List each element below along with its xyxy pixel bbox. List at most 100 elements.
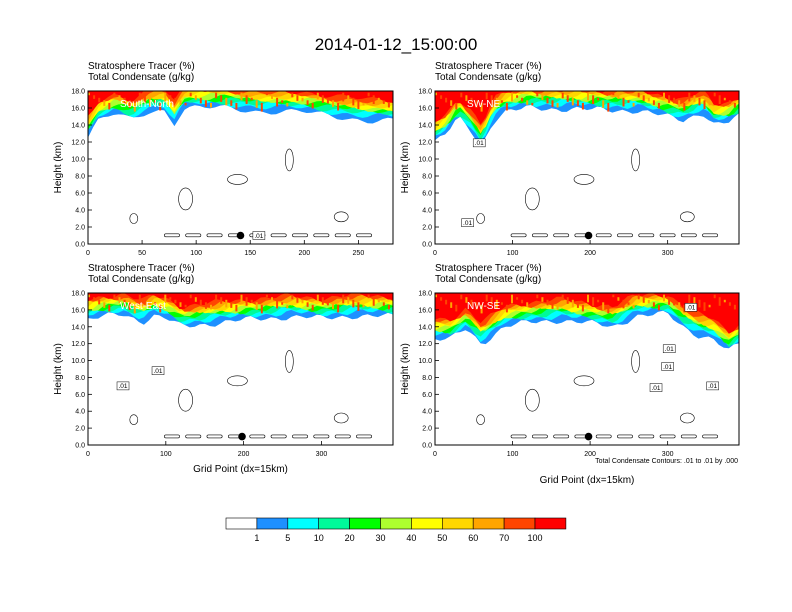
tracer-speckle [184, 102, 187, 106]
tracer-speckle [189, 294, 192, 299]
tracer-speckle [460, 294, 463, 300]
colorbar-swatch [503, 517, 536, 530]
location-marker [238, 432, 246, 441]
condensate-contour [270, 233, 287, 238]
tracer-speckle [592, 95, 595, 104]
tracer-speckle [382, 100, 385, 104]
tracer-speckle [683, 304, 686, 313]
contour-label-box [661, 362, 674, 371]
colorbar-swatch [472, 517, 505, 530]
tracer-speckle [581, 102, 584, 110]
y-tick-label: 18.0 [71, 89, 85, 96]
condensate-contour [333, 211, 349, 223]
tracer-speckle [536, 294, 539, 299]
y-tick-label: 8.0 [75, 375, 85, 382]
tracer-speckle [169, 95, 172, 98]
y-tick-label: 2.0 [422, 225, 432, 232]
location-marker [584, 231, 593, 240]
colorbar-label: 60 [468, 533, 478, 543]
condensate-contour [524, 187, 540, 211]
colorbar-label: 30 [375, 533, 385, 543]
tracer-speckle [435, 294, 437, 298]
tracer-speckle [657, 304, 660, 311]
tracer-speckle [728, 302, 731, 306]
tracer-speckle [271, 95, 273, 99]
contour-label-box [649, 383, 663, 392]
contour-label: .01 [663, 364, 672, 371]
tracer-speckle [133, 102, 136, 112]
tracer-speckle [281, 100, 284, 103]
tracer-speckle [693, 95, 696, 102]
tracer-speckle [276, 299, 279, 309]
tracer-speckle [637, 294, 640, 300]
tracer-speckle [556, 102, 559, 108]
location-marker [584, 432, 593, 441]
tracer-speckle [286, 102, 289, 107]
contour-label: .01 [651, 385, 660, 392]
tracer-field [435, 91, 739, 244]
tracer-speckle [470, 299, 473, 307]
tracer-speckle [668, 297, 671, 305]
tracer-speckle [673, 299, 676, 306]
condensate-contour [292, 233, 308, 238]
tracer-speckle [546, 97, 549, 104]
tracer-speckle [245, 297, 248, 306]
colorbar-swatch [225, 517, 258, 530]
tracer-speckle [265, 294, 268, 298]
x-tick-label: 0 [433, 250, 437, 257]
tracer-speckle [622, 299, 625, 309]
y-tick-label: 12.0 [71, 341, 85, 348]
tracer-speckle [347, 297, 350, 304]
tracer-speckle [607, 102, 610, 112]
panel-subtitle: Total Condensate (g/kg) [435, 274, 541, 285]
tracer-speckle [225, 97, 228, 106]
tracer-speckle [688, 294, 691, 304]
tracer-speckle [225, 299, 228, 308]
condensate-contour [679, 412, 695, 424]
tracer-speckle [440, 95, 443, 99]
tracer-speckle [154, 302, 157, 305]
tracer-speckle [652, 100, 655, 105]
tracer-speckle [372, 95, 375, 104]
condensate-contour [313, 434, 330, 439]
tracer-speckle [250, 97, 253, 101]
x-tick-label: 50 [138, 250, 146, 257]
tracer-speckle [265, 92, 268, 96]
tracer-speckle [505, 102, 508, 111]
condensate-contour [524, 388, 540, 412]
figure-title: 2014-01-12_15:00:00 [315, 35, 478, 54]
y-tick-label: 0.0 [75, 242, 85, 249]
x-tick-label: 0 [86, 451, 90, 458]
tracer-speckle [668, 95, 671, 103]
tracer-speckle [367, 294, 370, 299]
tracer-speckle [316, 294, 319, 302]
contour-label-box [461, 218, 474, 227]
condensate-contour [553, 434, 570, 439]
tracer-field [435, 293, 739, 445]
tracer-speckle [597, 97, 600, 101]
tracer-speckle [347, 95, 350, 102]
tracer-speckle [179, 302, 182, 307]
y-tick-label: 16.0 [418, 106, 432, 113]
panel-bottom-left: Stratosphere Tracer (%)Total Condensate … [53, 263, 394, 475]
y-axis-label: Height (km) [53, 343, 64, 395]
y-tick-label: 12.0 [71, 140, 85, 147]
contour-label-box [662, 344, 676, 353]
y-tick-label: 18.0 [71, 291, 85, 298]
tracer-speckle [632, 102, 635, 107]
tracer-speckle [546, 299, 549, 306]
tracer-speckle [450, 100, 453, 106]
tracer-speckle [495, 299, 498, 309]
tracer-band-30 [88, 91, 393, 127]
tracer-speckle [377, 299, 380, 303]
colorbar-label: 50 [437, 533, 447, 543]
tracer-speckle [210, 102, 212, 108]
x-tick-label: 100 [190, 250, 202, 257]
tracer-speckle [128, 100, 131, 108]
condensate-contour [178, 187, 193, 211]
plot-frame [434, 90, 740, 245]
y-tick-label: 0.0 [422, 443, 432, 450]
x-tick-label: 0 [433, 451, 437, 458]
tracer-speckle [587, 92, 589, 101]
tracer-speckle [382, 302, 385, 306]
